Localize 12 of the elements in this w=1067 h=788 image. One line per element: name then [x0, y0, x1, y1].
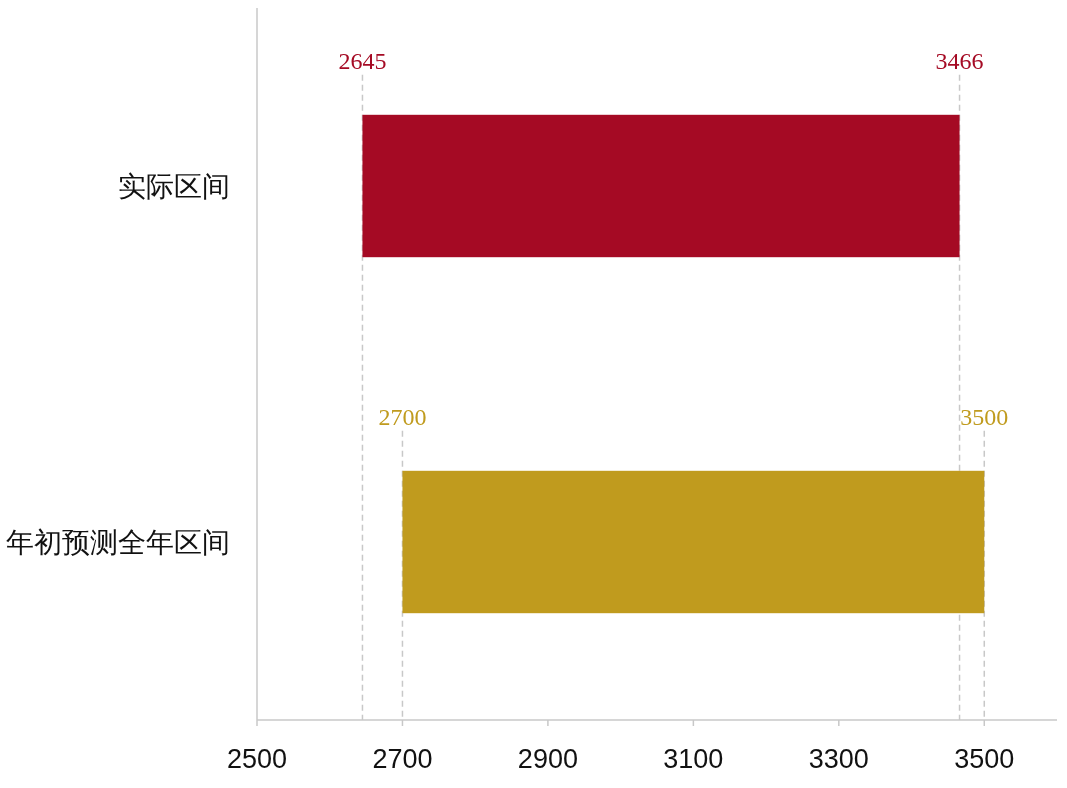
ref-line-label: 3500 — [960, 403, 1009, 430]
y-tick-label: 年初预测全年区间 — [6, 526, 230, 559]
ref-line-label: 2700 — [378, 403, 427, 430]
x-tick-label: 3100 — [663, 744, 724, 774]
ref-line-label: 3466 — [935, 47, 984, 74]
x-tick-label: 2500 — [226, 744, 288, 774]
x-tick-label: 3300 — [808, 744, 869, 774]
y-tick-label: 实际区间 — [118, 170, 230, 203]
x-tick-label: 3500 — [954, 744, 1015, 774]
x-tick-label: 2700 — [372, 744, 433, 774]
x-tick-label: 2900 — [517, 744, 578, 774]
ref-line-label: 2645 — [338, 47, 387, 74]
